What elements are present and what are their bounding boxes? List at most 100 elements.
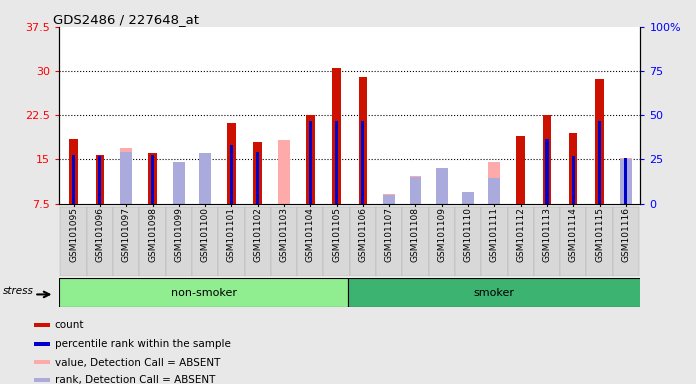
- Bar: [587, 207, 612, 276]
- Bar: [358, 77, 367, 204]
- Bar: [113, 207, 139, 276]
- Bar: [297, 207, 324, 276]
- Bar: [199, 155, 211, 204]
- Text: GSM101099: GSM101099: [174, 207, 183, 262]
- Bar: [569, 133, 578, 204]
- Bar: [199, 154, 211, 204]
- Text: percentile rank within the sample: percentile rank within the sample: [55, 339, 230, 349]
- Text: GSM101116: GSM101116: [622, 207, 631, 262]
- Text: GSM101100: GSM101100: [200, 207, 209, 262]
- Bar: [230, 145, 233, 204]
- Bar: [598, 121, 601, 204]
- Bar: [546, 139, 548, 204]
- Bar: [244, 207, 271, 276]
- Text: GSM101106: GSM101106: [358, 207, 367, 262]
- Text: GSM101096: GSM101096: [95, 207, 104, 262]
- Bar: [429, 207, 455, 276]
- Bar: [173, 166, 184, 204]
- Bar: [489, 162, 500, 204]
- Text: GSM101105: GSM101105: [332, 207, 341, 262]
- Bar: [409, 176, 421, 204]
- Bar: [383, 195, 395, 204]
- Bar: [70, 139, 78, 204]
- Text: GSM101098: GSM101098: [148, 207, 157, 262]
- Bar: [462, 192, 474, 204]
- Bar: [96, 155, 104, 204]
- Bar: [560, 207, 587, 276]
- Bar: [148, 154, 157, 204]
- Bar: [489, 178, 500, 204]
- Text: GSM101113: GSM101113: [542, 207, 551, 262]
- Bar: [409, 177, 421, 204]
- Bar: [481, 207, 507, 276]
- Bar: [34, 378, 49, 382]
- Bar: [173, 162, 184, 204]
- Bar: [543, 115, 551, 204]
- Bar: [34, 323, 49, 327]
- Text: GSM101107: GSM101107: [385, 207, 394, 262]
- Text: GSM101102: GSM101102: [253, 207, 262, 262]
- Text: GSM101101: GSM101101: [227, 207, 236, 262]
- Text: GSM101109: GSM101109: [437, 207, 446, 262]
- Bar: [462, 194, 474, 204]
- Text: count: count: [55, 320, 84, 330]
- Bar: [455, 207, 481, 276]
- Text: GSM101110: GSM101110: [464, 207, 473, 262]
- Bar: [436, 174, 448, 204]
- Bar: [192, 207, 219, 276]
- Text: GSM101104: GSM101104: [306, 207, 315, 262]
- Bar: [120, 147, 132, 204]
- Bar: [166, 207, 192, 276]
- Bar: [271, 207, 297, 276]
- Bar: [534, 207, 560, 276]
- Bar: [436, 168, 448, 204]
- Text: stress: stress: [3, 286, 34, 296]
- Text: non-smoker: non-smoker: [171, 288, 237, 298]
- Bar: [34, 360, 49, 364]
- Bar: [324, 207, 350, 276]
- Bar: [507, 207, 534, 276]
- Bar: [333, 68, 341, 204]
- Bar: [34, 342, 49, 346]
- Text: GSM101095: GSM101095: [69, 207, 78, 262]
- Bar: [620, 159, 632, 204]
- Bar: [402, 207, 429, 276]
- Bar: [612, 207, 639, 276]
- Text: rank, Detection Call = ABSENT: rank, Detection Call = ABSENT: [55, 375, 215, 384]
- Text: GSM101097: GSM101097: [122, 207, 131, 262]
- Text: GDS2486 / 227648_at: GDS2486 / 227648_at: [54, 13, 199, 26]
- Text: GSM101112: GSM101112: [516, 207, 525, 262]
- Text: smoker: smoker: [474, 288, 515, 298]
- Text: value, Detection Call = ABSENT: value, Detection Call = ABSENT: [55, 358, 220, 367]
- Bar: [59, 278, 349, 307]
- Bar: [256, 152, 260, 204]
- Bar: [139, 207, 166, 276]
- Bar: [349, 278, 652, 307]
- Text: GSM101111: GSM101111: [490, 207, 499, 262]
- Bar: [571, 156, 575, 204]
- Bar: [361, 121, 365, 204]
- Bar: [61, 207, 87, 276]
- Bar: [253, 142, 262, 204]
- Bar: [595, 79, 603, 204]
- Bar: [624, 158, 627, 204]
- Bar: [227, 123, 236, 204]
- Bar: [620, 158, 632, 204]
- Bar: [151, 155, 154, 204]
- Text: GSM101115: GSM101115: [595, 207, 604, 262]
- Bar: [87, 207, 113, 276]
- Bar: [350, 207, 376, 276]
- Text: GSM101108: GSM101108: [411, 207, 420, 262]
- Bar: [306, 115, 315, 204]
- Bar: [376, 207, 402, 276]
- Text: GSM101114: GSM101114: [569, 207, 578, 262]
- Bar: [335, 121, 338, 204]
- Text: GSM101103: GSM101103: [280, 207, 289, 262]
- Bar: [98, 156, 102, 204]
- Bar: [278, 140, 290, 204]
- Bar: [516, 136, 525, 204]
- Bar: [309, 121, 312, 204]
- Bar: [383, 194, 395, 204]
- Bar: [120, 152, 132, 204]
- Bar: [72, 155, 75, 204]
